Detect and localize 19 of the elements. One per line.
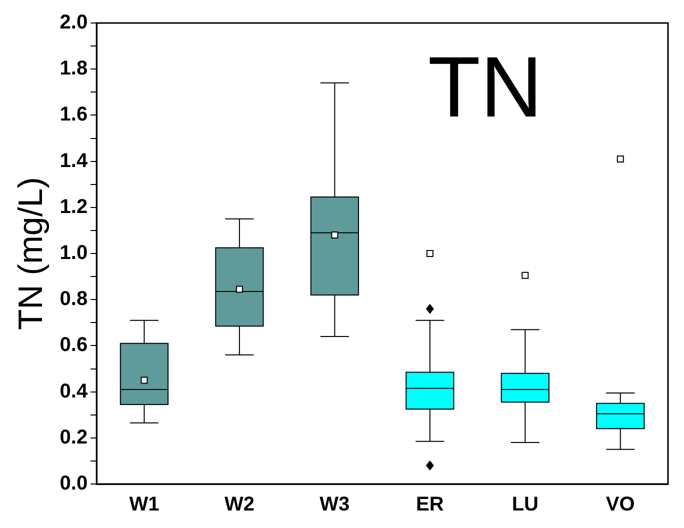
x-tick-label: VO [606, 494, 635, 516]
annotation: TN [428, 40, 542, 136]
x-tick-label: W1 [129, 494, 160, 516]
y-tick-label: 0.6 [60, 334, 88, 356]
y-tick-label: 1.8 [60, 58, 88, 80]
y-tick-label: 0.2 [60, 426, 88, 448]
y-tick-label: 1.6 [60, 104, 88, 126]
y-tick-label: 1.4 [60, 150, 88, 172]
x-tick-label: W2 [224, 494, 254, 516]
y-axis-title: TN (mg/L) [12, 177, 50, 330]
y-tick-label: 1.0 [60, 242, 88, 264]
y-tick-label: 0.8 [60, 288, 88, 310]
y-tick-label: 2.0 [60, 12, 88, 34]
y-tick-label: 0.0 [60, 472, 88, 495]
x-tick-label: W3 [320, 494, 350, 516]
x-tick-label: ER [416, 494, 444, 516]
y-tick-label: 1.2 [60, 196, 88, 218]
x-tick-label: LU [512, 494, 538, 516]
y-tick-label: 0.4 [60, 380, 88, 402]
